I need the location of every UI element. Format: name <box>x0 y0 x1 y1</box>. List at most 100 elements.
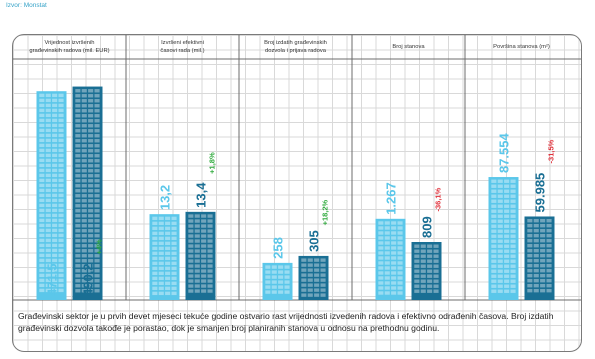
building-window <box>94 284 100 288</box>
building-window <box>45 238 51 243</box>
column-title: dozvola i prijava radova <box>265 48 327 54</box>
building-window <box>307 258 313 262</box>
building-window <box>58 173 64 178</box>
building-window <box>165 246 171 251</box>
building-window <box>497 194 503 198</box>
building-window <box>158 271 164 276</box>
building-window <box>94 179 100 183</box>
building-window <box>94 149 100 153</box>
building-window <box>301 293 307 297</box>
building-window <box>188 224 194 228</box>
building-window <box>171 281 177 286</box>
building-window <box>45 183 51 188</box>
building-window <box>207 259 213 263</box>
building-window <box>284 265 290 269</box>
building-window <box>39 263 45 268</box>
building-window <box>391 236 397 240</box>
building-window <box>314 283 320 287</box>
building-window <box>307 263 313 267</box>
building-window <box>194 214 200 218</box>
bar-chart: Vrijednost izvršenih građevinskih radova … <box>13 35 581 301</box>
building-window <box>391 281 397 285</box>
building-window <box>75 189 81 193</box>
building-window <box>433 259 439 263</box>
building-window <box>52 273 58 278</box>
building-window <box>207 214 213 218</box>
building-window <box>527 233 533 238</box>
building-window <box>39 258 45 263</box>
bar-current-year <box>411 242 442 300</box>
building-window <box>397 276 403 280</box>
building-window <box>284 275 290 279</box>
building-window <box>271 275 277 279</box>
building-window <box>540 223 546 228</box>
building-window <box>510 269 516 273</box>
building-window <box>427 269 433 273</box>
building-window <box>52 253 58 258</box>
building-window <box>81 139 87 143</box>
building-window <box>546 243 552 248</box>
building-window <box>284 280 290 284</box>
building-window <box>533 238 539 243</box>
building-window <box>88 114 94 118</box>
building-window <box>88 164 94 168</box>
building-window <box>510 199 516 203</box>
building-window <box>81 179 87 183</box>
building-window <box>207 239 213 243</box>
building-window <box>81 224 87 228</box>
building-window <box>75 134 81 138</box>
building-window <box>491 279 497 283</box>
building-window <box>491 254 497 258</box>
building-window <box>201 259 207 263</box>
building-window <box>201 229 207 233</box>
building-window <box>81 154 87 158</box>
building-window <box>171 236 177 241</box>
building-window <box>201 234 207 238</box>
building-window <box>527 263 533 268</box>
building-window <box>52 183 58 188</box>
building-window <box>94 184 100 188</box>
building-window <box>165 261 171 266</box>
building-window <box>504 229 510 233</box>
building-window <box>158 266 164 271</box>
building-window <box>39 123 45 128</box>
building-window <box>540 273 546 278</box>
column-title: Broj stanova <box>392 44 425 50</box>
building-window <box>52 128 58 133</box>
building-window <box>88 134 94 138</box>
building-window <box>45 283 51 288</box>
building-window <box>194 249 200 253</box>
building-window <box>58 253 64 258</box>
building-window <box>39 158 45 163</box>
building-window <box>165 266 171 271</box>
building-window <box>188 239 194 243</box>
building-window <box>533 273 539 278</box>
building-window <box>81 134 87 138</box>
building-window <box>39 198 45 203</box>
building-window <box>81 99 87 103</box>
building-window <box>278 285 284 289</box>
building-window <box>384 256 390 260</box>
building-window <box>188 229 194 233</box>
building-window <box>45 163 51 168</box>
building-window <box>194 234 200 238</box>
building-window <box>207 224 213 228</box>
building-window <box>384 226 390 230</box>
building-window <box>45 153 51 158</box>
building-window <box>81 189 87 193</box>
building-window <box>527 268 533 273</box>
building-window <box>504 179 510 183</box>
building-window <box>433 289 439 293</box>
building-window <box>510 249 516 253</box>
building-window <box>39 98 45 103</box>
building-window <box>58 218 64 223</box>
building-window <box>491 269 497 273</box>
building-window <box>301 263 307 267</box>
building-window <box>491 224 497 228</box>
building-window <box>510 274 516 278</box>
building-window <box>201 249 207 253</box>
bar-current-year <box>185 211 216 300</box>
building-window <box>88 239 94 243</box>
building-window <box>58 288 64 293</box>
building-window <box>52 243 58 248</box>
